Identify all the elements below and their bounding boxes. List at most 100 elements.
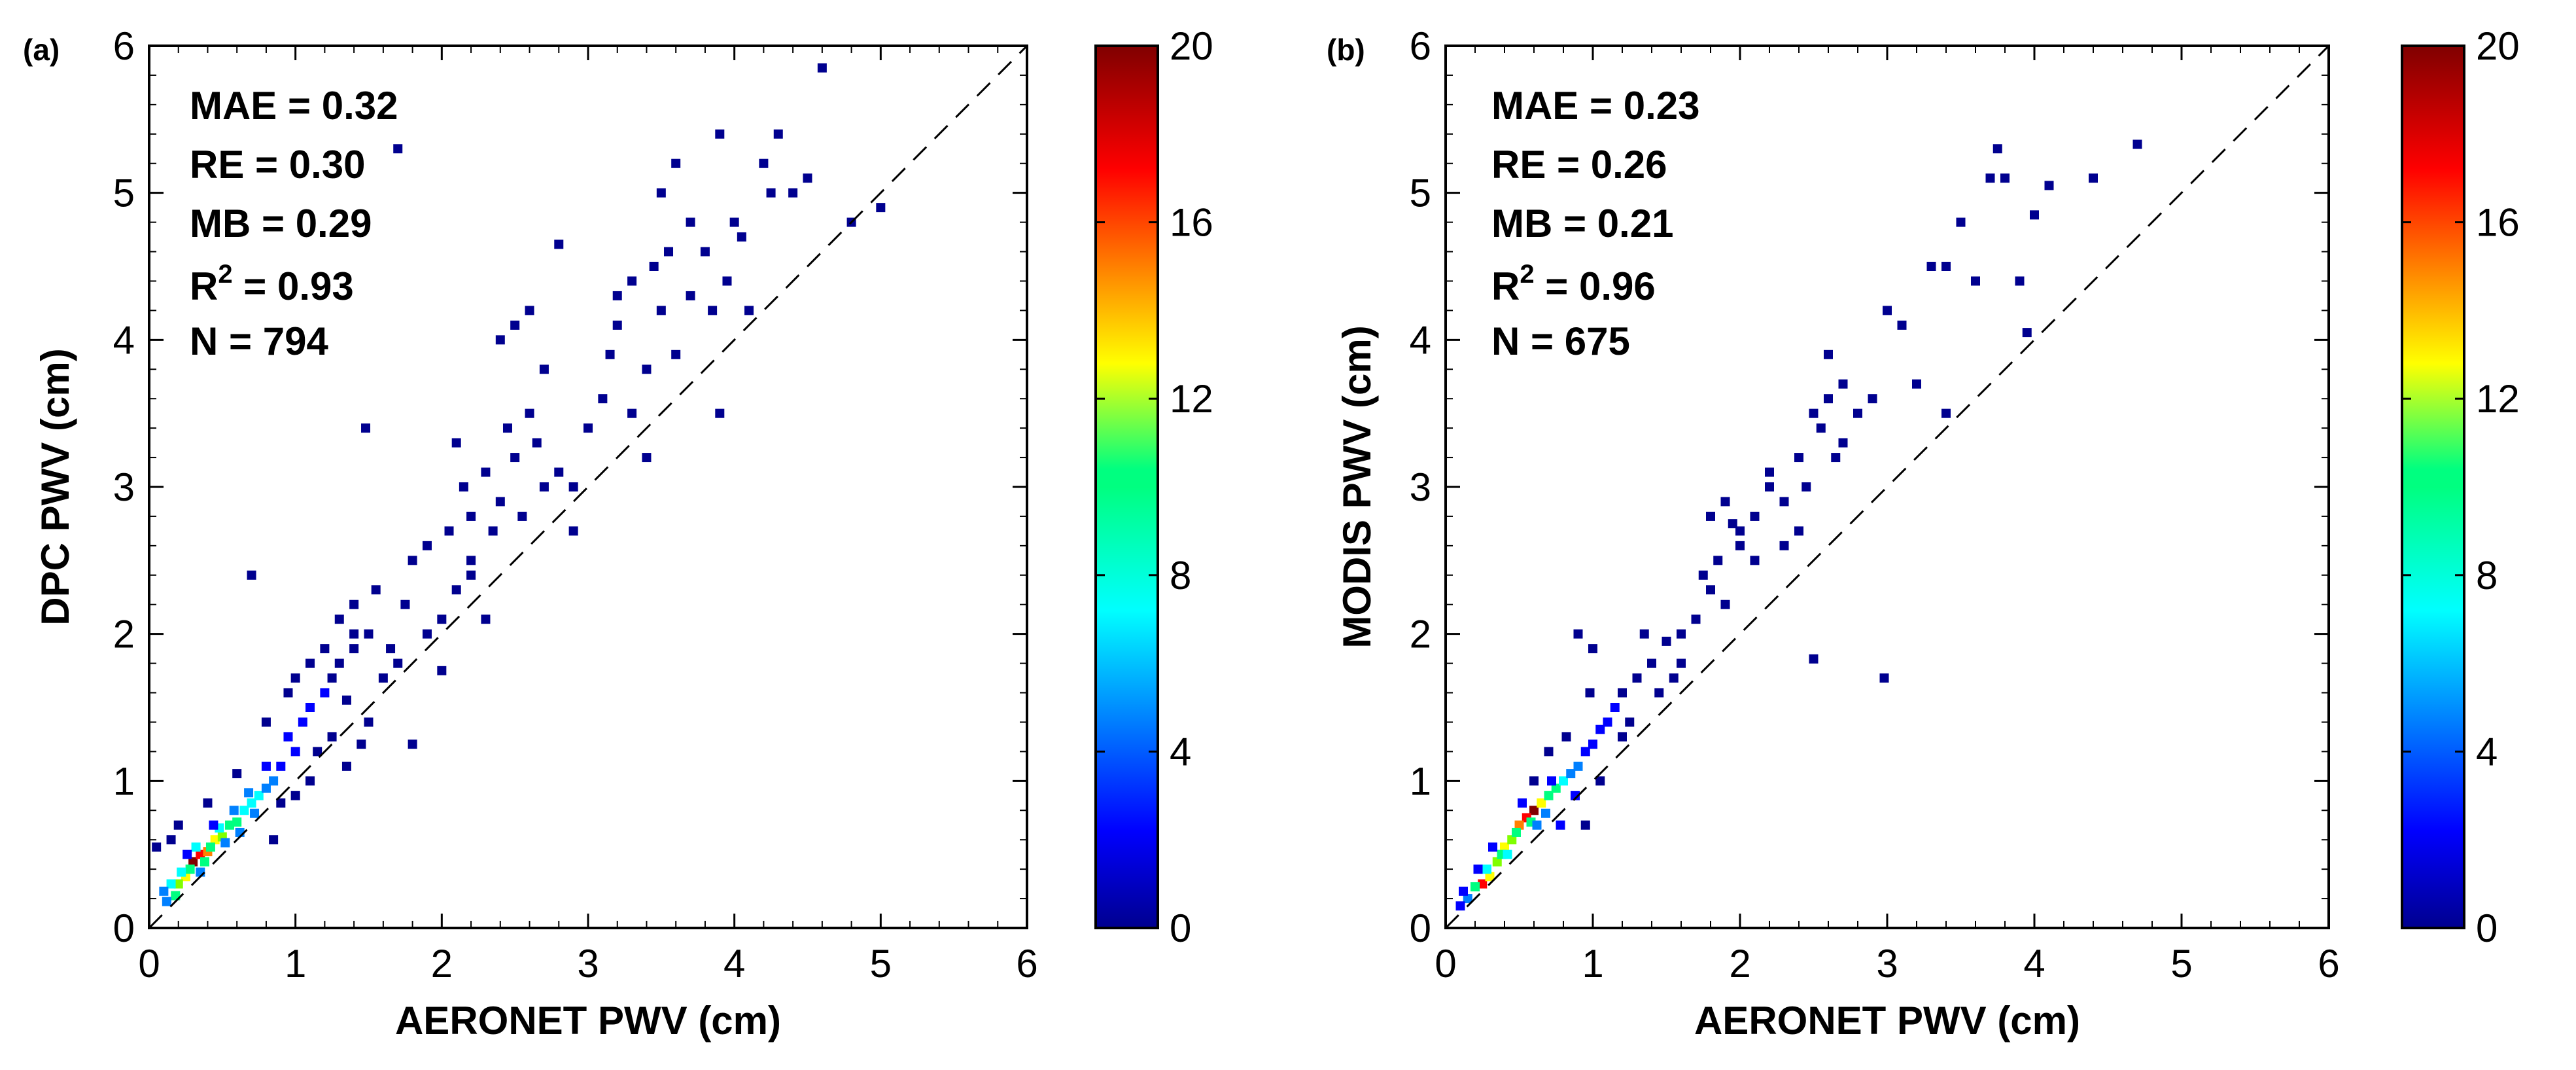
data-point	[1765, 482, 1774, 491]
data-point	[1573, 629, 1583, 639]
data-point	[686, 291, 695, 300]
data-point	[568, 526, 578, 536]
x-tick-label: 6	[2318, 942, 2339, 986]
data-point	[817, 63, 827, 73]
data-point	[1537, 798, 1546, 808]
data-point	[803, 173, 812, 183]
data-point	[656, 188, 666, 198]
data-point	[173, 879, 183, 889]
data-point	[290, 747, 300, 757]
data-point	[166, 835, 176, 845]
data-point	[671, 349, 681, 359]
data-point	[1625, 717, 1635, 727]
colorbar-tick-label: 16	[2476, 201, 2520, 245]
data-point	[1794, 526, 1803, 536]
data-point	[1720, 599, 1730, 609]
data-point	[1698, 570, 1708, 580]
data-point	[1618, 732, 1627, 741]
data-point	[568, 482, 578, 491]
colorbar-b: 0 4 8 12 16 20	[2401, 24, 2520, 950]
data-point	[437, 615, 447, 624]
plot-frame-a	[148, 45, 1028, 929]
data-point	[1662, 636, 1671, 646]
data-point	[627, 408, 637, 418]
x-tick-label: 2	[431, 942, 453, 986]
y-tick-label: 4	[113, 318, 135, 362]
data-point	[305, 703, 315, 712]
data-point	[1779, 541, 1789, 550]
stat-r2-b: R2 = 0.96	[1491, 260, 1656, 308]
data-point	[1455, 901, 1465, 911]
stat-mae-b: MAE = 0.23	[1491, 84, 1700, 128]
data-point	[232, 817, 242, 827]
data-point	[1713, 556, 1723, 565]
data-point	[341, 761, 351, 771]
x-tick-label: 5	[2170, 942, 2192, 986]
data-point	[766, 188, 776, 198]
data-point	[386, 644, 396, 654]
stat-r2-exponent-b: 2	[1520, 260, 1534, 289]
data-point	[200, 857, 209, 866]
data-point	[708, 306, 718, 315]
data-point	[1883, 306, 1892, 315]
colorbar-gradient-b	[2401, 45, 2465, 929]
data-point	[1595, 724, 1605, 734]
y-tick-label: 3	[1410, 465, 1431, 509]
data-point	[290, 673, 300, 683]
data-point	[1879, 673, 1889, 683]
data-point	[2030, 210, 2039, 220]
x-tick-label: 0	[138, 942, 160, 986]
data-point	[1831, 453, 1841, 463]
data-point	[1610, 703, 1620, 712]
data-point	[517, 511, 527, 521]
data-point	[1500, 842, 1509, 852]
data-point	[1544, 791, 1554, 800]
data-point	[254, 791, 264, 800]
stats-block-b: MAE = 0.23 RE = 0.26 MB = 0.21 R2 = 0.96…	[1491, 84, 1700, 363]
y-axis-label-b: MODIS PWV (cm)	[1335, 325, 1379, 648]
data-point	[1485, 872, 1495, 882]
y-tick-label: 0	[1410, 906, 1431, 950]
data-point	[1735, 526, 1745, 536]
data-point	[532, 438, 542, 448]
data-point	[250, 808, 260, 818]
data-point	[1573, 761, 1583, 771]
data-point	[1556, 820, 1565, 830]
data-point	[2022, 328, 2032, 338]
data-point	[539, 482, 549, 491]
data-point	[1838, 438, 1848, 448]
data-point	[2000, 173, 2010, 183]
colorbar-tick-label: 20	[1170, 24, 1213, 68]
data-point	[554, 467, 564, 477]
data-point	[1794, 453, 1803, 463]
data-point	[1559, 776, 1568, 786]
data-point	[225, 820, 235, 830]
data-point	[554, 240, 564, 249]
one-to-one-line	[1444, 45, 2330, 929]
data-point	[393, 144, 403, 154]
data-point	[1897, 320, 1907, 330]
data-point	[357, 740, 366, 749]
data-point	[510, 320, 520, 330]
data-point	[269, 835, 279, 845]
data-point	[1735, 541, 1745, 550]
stat-mae-a: MAE = 0.32	[190, 84, 398, 128]
data-point	[1566, 769, 1576, 779]
data-point	[1801, 482, 1811, 491]
data-point	[232, 769, 242, 779]
data-point	[1779, 497, 1789, 507]
data-point	[244, 788, 254, 798]
data-point	[598, 394, 608, 404]
colorbar-tick-label: 4	[2476, 730, 2498, 774]
data-point	[1816, 423, 1826, 433]
data-point	[220, 838, 230, 847]
y-tick-label: 0	[113, 906, 135, 950]
data-point	[1993, 144, 2002, 154]
data-point	[686, 217, 695, 227]
data-point	[1588, 644, 1597, 654]
x-tick-label: 3	[577, 942, 599, 986]
data-point	[1706, 585, 1715, 595]
panel-label-b: (b)	[1327, 33, 1365, 67]
data-point	[349, 599, 359, 609]
